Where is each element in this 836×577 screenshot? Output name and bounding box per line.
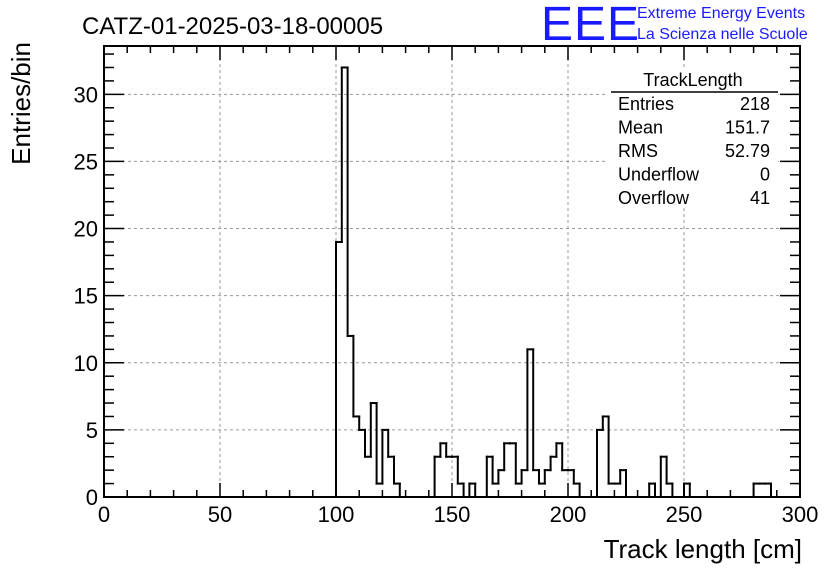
- brand-line-2: La Scienza nelle Scuole: [637, 26, 808, 43]
- stats-row-value: 52.79: [725, 141, 770, 161]
- y-tick-label: 15: [74, 284, 98, 309]
- y-tick-label: 25: [74, 149, 98, 174]
- stats-row-value: 41: [750, 188, 770, 208]
- x-axis-label: Track length [cm]: [604, 534, 802, 564]
- x-tick-labels: 0 50 100 150 200 250 300: [98, 502, 818, 527]
- y-tick-label: 20: [74, 217, 98, 242]
- stats-row-value: 218: [740, 94, 770, 114]
- chart-title: CATZ-01-2025-03-18-00005: [82, 13, 383, 40]
- eee-logo: EEE: [541, 0, 640, 51]
- histogram-bins: [335, 66, 801, 498]
- stats-row-label: Overflow: [618, 188, 690, 208]
- y-tick-label: 10: [74, 351, 98, 376]
- grid-lines: [104, 46, 800, 497]
- stats-rows: Entries 218 Mean 151.7 RMS 52.79 Underflow 0 Ove…: [618, 94, 770, 208]
- brand-line-1: Extreme Energy Events: [637, 5, 805, 22]
- stats-row-label: Underflow: [618, 165, 700, 185]
- x-tick-label: 150: [434, 502, 471, 527]
- x-tick-label: 50: [208, 502, 232, 527]
- y-tick-labels: 0 5 10 15 20 25 30: [74, 82, 98, 510]
- x-tick-label: 200: [550, 502, 587, 527]
- stats-row-value: 151.7: [725, 118, 770, 138]
- axis-ticks: [103, 46, 801, 498]
- stats-row-value: 0: [760, 165, 770, 185]
- y-tick-label: 5: [86, 418, 98, 443]
- stats-row-label: Mean: [618, 118, 663, 138]
- x-tick-label: 250: [666, 502, 703, 527]
- y-tick-label: 30: [74, 82, 98, 107]
- y-tick-label: 0: [86, 485, 98, 510]
- x-tick-label: 300: [782, 502, 819, 527]
- stats-row-label: RMS: [618, 141, 658, 161]
- stats-row-label: Entries: [618, 94, 674, 114]
- y-axis-label: Entries/bin: [6, 42, 36, 165]
- stats-title: TrackLength: [643, 70, 742, 90]
- x-tick-label: 0: [98, 502, 110, 527]
- x-tick-label: 100: [318, 502, 355, 527]
- stats-box: TrackLength Entries 218 Mean 151.7 RMS 52.79 U…: [608, 68, 778, 208]
